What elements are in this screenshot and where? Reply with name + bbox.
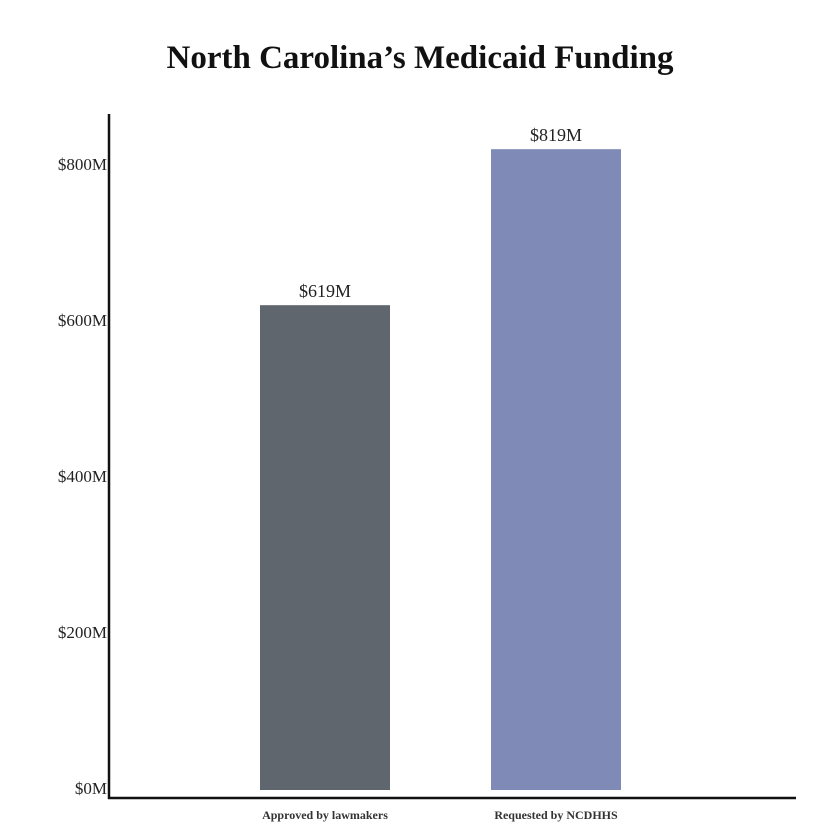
y-tick-label: $0M	[75, 779, 107, 798]
x-tick-label: Approved by lawmakers	[262, 808, 388, 822]
data-label: $819M	[530, 125, 582, 145]
bar-2	[491, 149, 621, 790]
y-tick-label: $400M	[58, 467, 107, 486]
data-label: $619M	[299, 281, 351, 301]
y-tick-label: $800M	[58, 155, 107, 174]
x-tick-label: Requested by NCDHHS	[494, 808, 618, 822]
y-tick-label: $600M	[58, 311, 107, 330]
bar-1	[260, 305, 390, 790]
y-tick-label: $200M	[58, 623, 107, 642]
chart-title: North Carolina’s Medicaid Funding	[166, 40, 674, 76]
